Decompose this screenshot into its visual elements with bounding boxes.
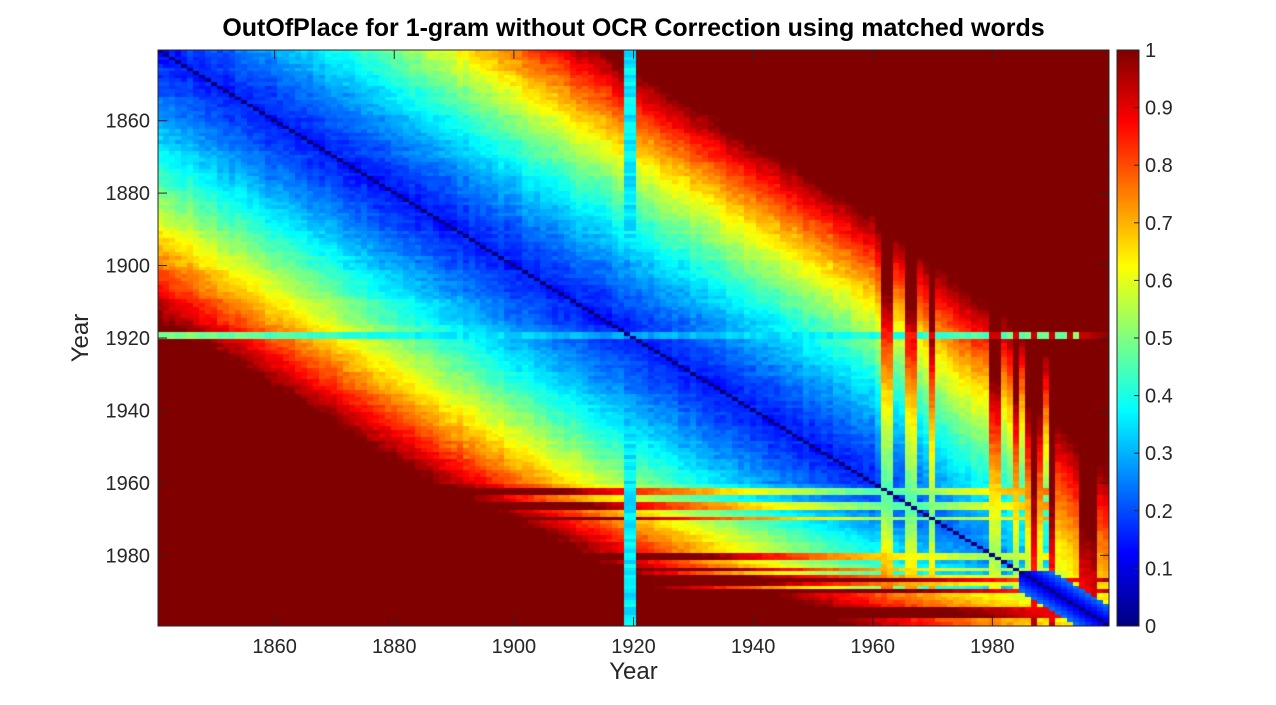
- y-tick-label: 1960: [106, 473, 151, 495]
- colorbar-tick-label: 1: [1145, 40, 1156, 62]
- y-tick-label: 1880: [106, 183, 151, 205]
- colorbar-tick-label: 0.8: [1145, 155, 1173, 177]
- colorbar-tick-label: 0.4: [1145, 386, 1173, 408]
- x-tick-label: 1960: [850, 636, 895, 658]
- y-tick-label: 1920: [106, 328, 151, 350]
- colorbar-tick-label: 0.1: [1145, 558, 1173, 580]
- y-tick-label: 1980: [106, 545, 151, 567]
- y-axis-label: Year: [67, 314, 94, 363]
- colorbar-tick-label: 0.7: [1145, 213, 1173, 235]
- x-tick-label: 1940: [731, 636, 776, 658]
- colorbar-tick-label: 0.5: [1145, 328, 1173, 350]
- y-tick-label: 1900: [106, 256, 151, 278]
- y-tick-label: 1940: [106, 400, 151, 422]
- colorbar-ticks: 0 0.1 0.2 0.3 0.4 0.5 0.6 0.7 0.8 0.9 1: [1134, 40, 1173, 638]
- colorbar-tick-label: 0.9: [1145, 98, 1173, 120]
- plot-frame: [157, 49, 1110, 627]
- colorbar-frame: [1116, 49, 1140, 627]
- x-axis-label: Year: [609, 658, 658, 685]
- x-tick-label: 1900: [492, 636, 537, 658]
- heatmap-plot: [158, 50, 1109, 626]
- colorbar-tick-label: 0: [1145, 616, 1156, 638]
- colorbar: [1117, 50, 1139, 626]
- y-axis-ticks: 1860 1880 1900 1920 1940 1960 1980: [106, 111, 1109, 567]
- x-tick-label: 1980: [970, 636, 1015, 658]
- colorbar-tick-label: 0.2: [1145, 501, 1173, 523]
- chart-title: OutOfPlace for 1-gram without OCR Correc…: [222, 14, 1045, 42]
- x-tick-label: 1880: [372, 636, 417, 658]
- colorbar-tick-label: 0.3: [1145, 443, 1173, 465]
- y-tick-label: 1860: [106, 111, 151, 133]
- colorbar-tick-label: 0.6: [1145, 270, 1173, 292]
- x-axis-ticks: 1860 1880 1900 1920 1940 1960 1980: [252, 50, 1015, 658]
- x-tick-label: 1860: [252, 636, 297, 658]
- x-tick-label: 1920: [611, 636, 656, 658]
